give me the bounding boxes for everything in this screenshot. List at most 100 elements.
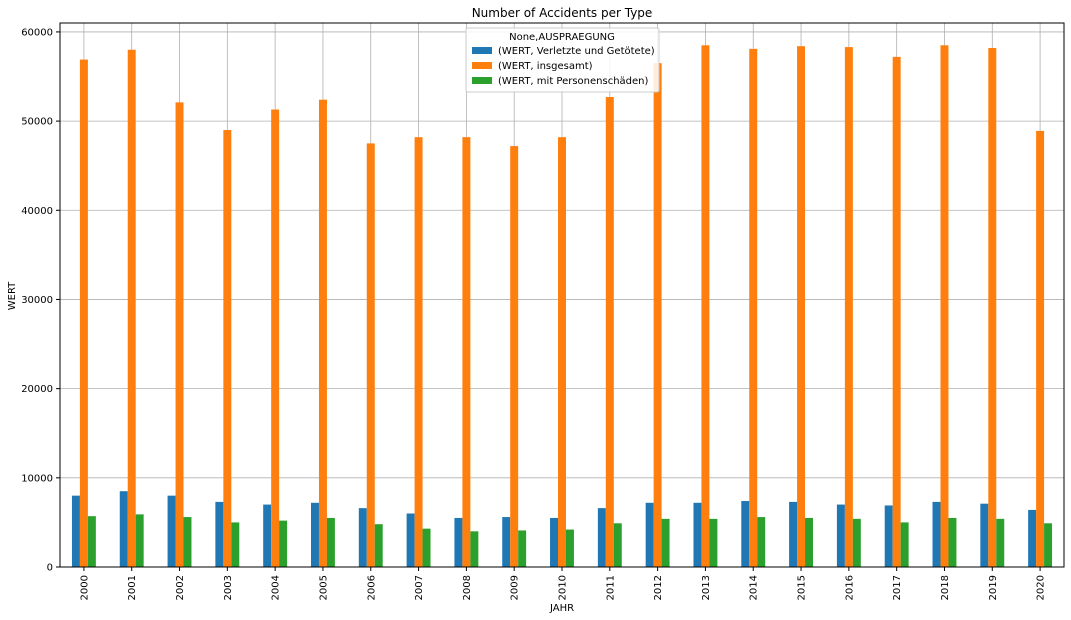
bar bbox=[852, 518, 861, 567]
bar bbox=[996, 518, 1005, 567]
x-tick-label: 2019 bbox=[988, 575, 999, 600]
x-tick-label: 2002 bbox=[175, 575, 186, 600]
x-axis-label: JAHR bbox=[549, 603, 574, 614]
legend-swatch bbox=[472, 77, 492, 84]
bar bbox=[167, 495, 176, 567]
bar bbox=[645, 502, 654, 567]
chart-title: Number of Accidents per Type bbox=[472, 6, 653, 20]
x-tick-label: 2004 bbox=[271, 575, 282, 600]
bar bbox=[836, 504, 845, 567]
bar bbox=[358, 508, 367, 567]
bar bbox=[980, 503, 989, 567]
x-tick-label: 2007 bbox=[414, 575, 425, 600]
bar bbox=[749, 48, 758, 567]
bar bbox=[271, 109, 280, 568]
y-axis-ticks: 0 10000 20000 30000 40000 50000 60000 bbox=[21, 27, 60, 574]
bar bbox=[892, 56, 901, 568]
bar bbox=[454, 517, 463, 567]
bar bbox=[223, 130, 232, 567]
bar bbox=[215, 501, 224, 567]
bar bbox=[844, 47, 853, 568]
x-tick-label: 2013 bbox=[701, 575, 712, 600]
bar bbox=[565, 529, 574, 567]
bar bbox=[406, 513, 415, 567]
bar bbox=[1036, 130, 1045, 567]
bar bbox=[318, 99, 327, 568]
x-tick-label: 2001 bbox=[127, 575, 138, 600]
legend-swatch bbox=[472, 62, 492, 69]
bar bbox=[87, 516, 96, 567]
bar bbox=[693, 502, 702, 567]
bar bbox=[757, 517, 766, 567]
bar bbox=[741, 501, 750, 567]
y-axis-label: WERT bbox=[7, 281, 18, 310]
x-tick-label: 2008 bbox=[462, 575, 473, 600]
y-tick-label: 10000 bbox=[21, 473, 53, 484]
bar bbox=[462, 137, 471, 567]
bar bbox=[518, 530, 527, 567]
bar bbox=[231, 522, 240, 567]
bar bbox=[502, 517, 511, 567]
x-tick-label: 2000 bbox=[79, 575, 90, 600]
x-tick-label: 2014 bbox=[749, 575, 760, 600]
y-tick-label: 40000 bbox=[21, 206, 53, 217]
x-tick-label: 2009 bbox=[510, 575, 521, 600]
bar bbox=[183, 517, 192, 567]
y-tick-label: 20000 bbox=[21, 384, 53, 395]
y-tick-label: 0 bbox=[47, 563, 53, 574]
x-tick-label: 2003 bbox=[223, 575, 234, 600]
legend-swatch bbox=[472, 47, 492, 54]
x-tick-label: 2011 bbox=[605, 575, 616, 600]
bar bbox=[884, 505, 893, 567]
bar bbox=[900, 522, 909, 567]
bar bbox=[119, 491, 128, 567]
x-tick-label: 2020 bbox=[1036, 575, 1047, 600]
bar bbox=[789, 501, 798, 567]
y-tick-label: 60000 bbox=[21, 27, 53, 38]
bar bbox=[470, 531, 479, 567]
x-tick-label: 2017 bbox=[892, 575, 903, 600]
bar bbox=[932, 501, 941, 567]
x-tick-label: 2015 bbox=[797, 575, 808, 600]
legend-box bbox=[465, 27, 660, 93]
bar bbox=[279, 520, 288, 567]
bar bbox=[422, 528, 431, 567]
bar bbox=[701, 45, 710, 567]
legend-label: (WERT, insgesamt) bbox=[498, 61, 593, 72]
bar bbox=[326, 517, 335, 567]
x-tick-label: 2012 bbox=[653, 575, 664, 600]
bar bbox=[948, 517, 957, 567]
bar bbox=[510, 146, 519, 567]
bar bbox=[71, 495, 80, 567]
x-tick-label: 2005 bbox=[318, 575, 329, 600]
bar bbox=[135, 514, 144, 567]
bar bbox=[558, 137, 566, 567]
x-tick-label: 2006 bbox=[366, 575, 377, 600]
x-axis-ticks: 2000 2001 2002 2003 2004 2005 2006 2007 2008 2009… bbox=[79, 567, 1047, 600]
y-tick-label: 30000 bbox=[21, 295, 53, 306]
y-tick-label: 50000 bbox=[21, 117, 53, 128]
x-tick-label: 2010 bbox=[558, 575, 569, 600]
bar bbox=[366, 143, 375, 568]
bar bbox=[797, 46, 806, 567]
x-tick-label: 2018 bbox=[940, 575, 951, 600]
bar bbox=[988, 47, 997, 567]
legend: None,AUSPRAEGUNG (WERT, Verletzte und Ge… bbox=[465, 27, 660, 93]
bar bbox=[605, 97, 614, 568]
bars-group bbox=[71, 45, 1053, 568]
bar bbox=[79, 59, 88, 567]
bar bbox=[550, 517, 559, 567]
bar bbox=[709, 518, 718, 567]
bar bbox=[597, 508, 606, 567]
x-tick-label: 2016 bbox=[844, 575, 855, 600]
bar bbox=[613, 523, 622, 567]
legend-items: (WERT, Verletzte und Getötete) (WERT, ins… bbox=[472, 46, 655, 87]
bar bbox=[263, 504, 272, 567]
bar bbox=[1044, 523, 1053, 567]
bar bbox=[175, 102, 184, 568]
bar bbox=[127, 49, 136, 568]
legend-label: (WERT, Verletzte und Getötete) bbox=[498, 46, 655, 57]
legend-title: None,AUSPRAEGUNG bbox=[509, 32, 615, 43]
